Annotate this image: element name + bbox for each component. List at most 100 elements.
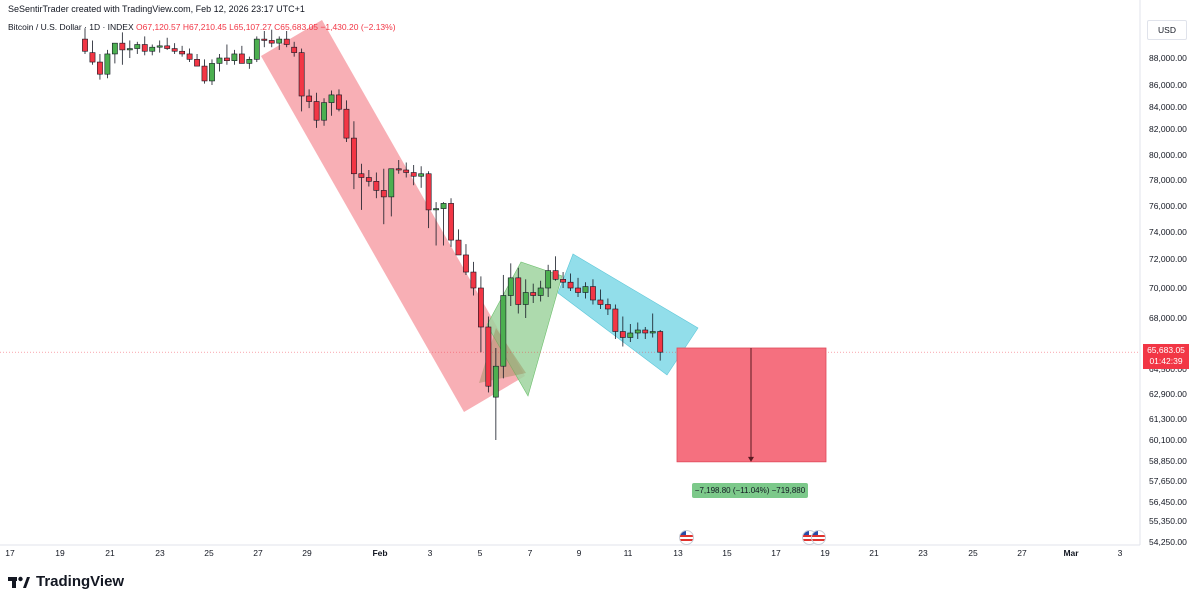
candle[interactable] — [149, 46, 156, 52]
candle[interactable] — [82, 38, 88, 52]
candle[interactable] — [216, 57, 223, 64]
candle[interactable] — [492, 365, 499, 398]
candle[interactable] — [619, 331, 626, 338]
candle[interactable] — [373, 181, 380, 191]
candle[interactable] — [276, 38, 283, 44]
candle[interactable] — [336, 94, 342, 110]
candle[interactable] — [485, 326, 492, 387]
time-tick-label: 19 — [55, 548, 65, 558]
candle[interactable] — [530, 292, 537, 296]
down-channel-drawing[interactable] — [261, 20, 525, 412]
price-tick-label: 80,000.00 — [1149, 150, 1187, 160]
candle[interactable] — [253, 38, 260, 60]
candle[interactable] — [97, 61, 103, 75]
brand-name: TradingView — [36, 573, 125, 590]
candle[interactable] — [560, 278, 566, 283]
candle[interactable] — [171, 48, 178, 52]
candle[interactable] — [522, 292, 529, 305]
candle[interactable] — [306, 95, 312, 102]
candle[interactable] — [388, 168, 395, 198]
candle[interactable] — [418, 173, 425, 177]
symbol-label[interactable]: Bitcoin / U.S. Dollar · 1D · INDEX — [8, 22, 134, 32]
candle[interactable] — [224, 57, 230, 62]
price-tick-label: 82,000.00 — [1149, 124, 1187, 134]
candle[interactable] — [209, 63, 215, 82]
candle[interactable] — [328, 94, 335, 103]
candle[interactable] — [179, 50, 186, 55]
candle[interactable] — [194, 59, 200, 67]
candle[interactable] — [507, 277, 514, 296]
candle[interactable] — [268, 40, 275, 44]
candle[interactable] — [186, 53, 193, 60]
candle[interactable] — [298, 52, 305, 97]
candle[interactable] — [156, 45, 163, 48]
candle[interactable] — [351, 137, 357, 175]
measure-arrow-head — [748, 456, 754, 462]
candle[interactable] — [515, 277, 522, 305]
candle[interactable] — [567, 281, 574, 289]
candle[interactable] — [201, 65, 208, 82]
candle[interactable] — [448, 203, 454, 241]
price-tick-label: 61,300.00 — [1149, 414, 1187, 424]
candle[interactable] — [119, 42, 126, 51]
open-value: O67,120.57 — [136, 22, 181, 32]
candle[interactable] — [582, 286, 589, 293]
candle[interactable] — [261, 38, 268, 41]
candle[interactable] — [283, 38, 290, 45]
candle[interactable] — [500, 295, 507, 367]
change-value: −1,430.20 (−2.13%) — [320, 22, 396, 32]
candle[interactable] — [89, 52, 96, 63]
candle[interactable] — [238, 53, 245, 64]
candle[interactable] — [291, 46, 298, 53]
us-flag-icon[interactable] — [679, 530, 694, 545]
candle[interactable] — [126, 48, 133, 51]
candle[interactable] — [642, 329, 649, 334]
candle[interactable] — [231, 53, 238, 62]
time-tick-label: 21 — [105, 548, 115, 558]
time-tick-label: Mar — [1063, 548, 1079, 558]
candle[interactable] — [104, 53, 111, 75]
candle[interactable] — [141, 44, 148, 52]
candle[interactable] — [649, 331, 656, 334]
time-tick-label: 15 — [722, 548, 732, 558]
price-tick-label: 62,900.00 — [1149, 389, 1187, 399]
candle[interactable] — [164, 45, 171, 49]
candle[interactable] — [657, 331, 664, 353]
candle[interactable] — [470, 271, 477, 289]
price-tick-label: 64,500.00 — [1149, 364, 1187, 374]
candle[interactable] — [246, 59, 253, 64]
candle[interactable] — [634, 329, 641, 334]
time-tick-label: 17 — [771, 548, 781, 558]
candle[interactable] — [627, 332, 634, 338]
candle[interactable] — [590, 286, 596, 301]
candle[interactable] — [410, 172, 417, 177]
candle[interactable] — [463, 254, 469, 273]
low-value: L65,107.27 — [229, 22, 272, 32]
candle[interactable] — [134, 44, 141, 49]
us-flag-icon[interactable] — [811, 530, 826, 545]
candle[interactable] — [612, 308, 619, 332]
candle[interactable] — [604, 304, 611, 310]
candle[interactable] — [313, 101, 320, 121]
candle[interactable] — [455, 239, 462, 256]
candle[interactable] — [365, 177, 372, 182]
candle[interactable] — [358, 173, 365, 178]
candle[interactable] — [552, 270, 559, 280]
candle[interactable] — [343, 108, 350, 139]
price-tick-label: 78,000.00 — [1149, 175, 1187, 185]
candle[interactable] — [321, 102, 327, 121]
candle[interactable] — [537, 287, 544, 296]
candle[interactable] — [545, 270, 552, 289]
candle[interactable] — [111, 42, 118, 55]
candle[interactable] — [575, 287, 581, 293]
candle[interactable] — [425, 173, 432, 211]
candle[interactable] — [433, 208, 439, 211]
candle[interactable] — [478, 287, 484, 328]
candle[interactable] — [440, 203, 447, 209]
candle[interactable] — [395, 168, 402, 171]
candle[interactable] — [403, 169, 410, 173]
currency-button[interactable]: USD — [1147, 20, 1187, 40]
candle[interactable] — [597, 299, 604, 305]
candle[interactable] — [380, 190, 387, 198]
